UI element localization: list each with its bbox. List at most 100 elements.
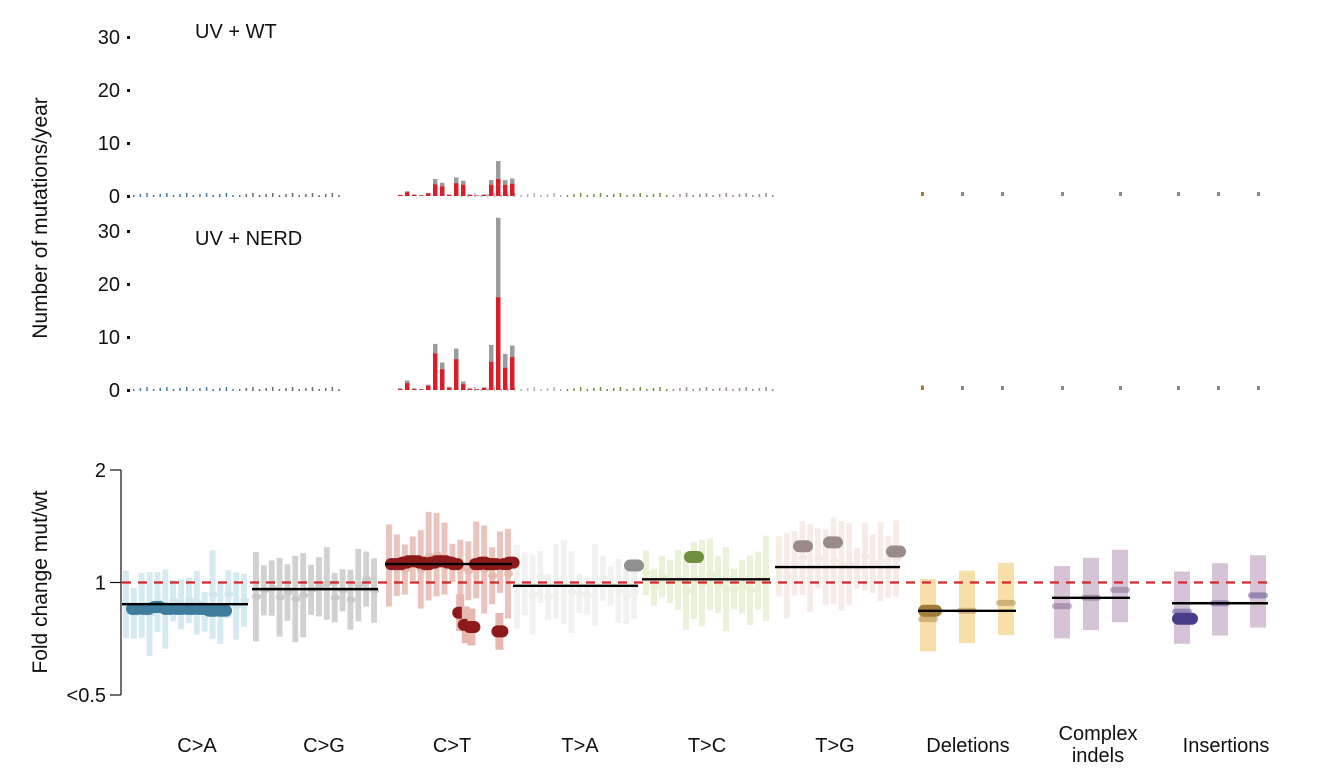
context-point	[583, 592, 593, 599]
middle-tick-mark	[127, 283, 130, 286]
top-context-bar	[480, 195, 483, 197]
top-context-bar	[652, 194, 655, 197]
top-context-bar	[493, 193, 496, 197]
middle-context-bar	[725, 387, 728, 391]
middle-indel-bar	[1119, 386, 1122, 390]
top-ct-bar-red	[475, 195, 480, 196]
top-panel-title: UV + WT	[195, 21, 277, 43]
middle-context-bar	[659, 387, 661, 391]
top-context-bar	[745, 193, 747, 197]
middle-context-bar	[765, 387, 767, 391]
top-context-bar	[258, 195, 261, 197]
indel-point	[996, 599, 1016, 606]
middle-context-bar	[632, 388, 635, 391]
bottom-tick-label: <0.5	[67, 685, 106, 707]
bottom-y-axis-title: Fold change mut/wt	[29, 490, 52, 673]
indel-point	[1052, 603, 1072, 610]
middle-ct-bar-red	[426, 385, 431, 390]
context-point	[544, 593, 554, 600]
middle-context-bar	[533, 387, 536, 391]
top-context-bar	[212, 195, 214, 197]
top-context-bar	[139, 194, 142, 197]
middle-context-bar	[613, 388, 615, 391]
middle-context-bar	[699, 388, 701, 391]
context-point	[845, 560, 855, 567]
top-context-bar	[331, 193, 334, 197]
middle-context-bar	[771, 389, 774, 391]
top-context-bar	[672, 195, 675, 197]
middle-context-bar	[679, 388, 681, 391]
context-point	[322, 580, 332, 587]
context-point	[464, 567, 474, 574]
context-point	[362, 576, 372, 583]
middle-context-bar	[586, 389, 589, 391]
top-y-axis-title: Number of mutations/year	[29, 97, 52, 339]
category-label: C>G	[303, 735, 345, 757]
middle-context-bar	[291, 387, 294, 391]
top-context-bar	[324, 194, 327, 197]
middle-indel-bar	[921, 385, 924, 390]
top-indel-bar	[1061, 192, 1064, 196]
top-ct-bar-red	[405, 192, 410, 196]
middle-context-bar	[540, 389, 542, 391]
top-context-bar	[245, 194, 248, 197]
middle-context-bar	[705, 387, 708, 391]
indel-range-bar	[1174, 571, 1190, 644]
top-context-bar	[185, 193, 188, 197]
top-context-bar	[613, 194, 615, 197]
top-context-bar	[500, 195, 502, 197]
middle-context-bar	[526, 388, 529, 391]
indel-range-bar	[998, 562, 1014, 636]
top-context-bar	[718, 194, 721, 197]
context-point	[488, 572, 498, 579]
top-context-bar	[765, 193, 767, 197]
tg-highlight-point	[886, 545, 906, 558]
top-context-bar	[159, 194, 161, 197]
indel-point	[918, 616, 938, 623]
middle-panel-title: UV + NERD	[195, 228, 302, 250]
middle-context-bar	[232, 389, 234, 391]
middle-context-bar	[553, 387, 555, 391]
category-label: T>A	[561, 735, 599, 757]
top-context-bar	[520, 195, 522, 197]
middle-context-bar	[606, 389, 608, 391]
ta-highlight-point	[624, 559, 644, 572]
context-point	[790, 560, 800, 567]
context-point	[224, 591, 234, 598]
context-point	[782, 572, 792, 579]
top-context-bar	[272, 193, 274, 197]
top-context-bar	[699, 194, 701, 197]
top-ct-bar-red	[398, 194, 403, 196]
context-point	[746, 587, 755, 594]
top-indel-bar	[1001, 192, 1004, 196]
top-context-bar	[172, 195, 175, 197]
indel-point	[1110, 586, 1130, 593]
context-point	[598, 575, 608, 582]
indel-range-bar	[1054, 566, 1070, 639]
middle-context-bar	[278, 389, 281, 391]
middle-context-bar	[758, 388, 761, 391]
top-panel-wt: UV + WT 0 10 20 30	[98, 21, 1260, 208]
middle-context-bar	[626, 389, 628, 391]
middle-context-bar	[692, 389, 694, 391]
middle-ct-bar-red	[440, 369, 445, 390]
context-point	[630, 589, 639, 596]
top-context-bar	[305, 194, 307, 197]
bottom-tick-label: 1	[95, 573, 106, 595]
top-context-bar	[639, 193, 641, 197]
top-tick-label: 30	[98, 27, 120, 49]
ct-highlight-point	[491, 625, 509, 638]
middle-context-bar	[331, 387, 334, 391]
top-tick-label: 0	[109, 186, 120, 208]
top-context-bar	[225, 193, 228, 197]
context-point	[291, 595, 301, 602]
top-context-bar	[166, 193, 168, 197]
middle-context-bar	[560, 389, 562, 391]
middle-ct-bar-red	[482, 387, 487, 390]
middle-context-bar	[685, 387, 688, 391]
top-context-bar	[599, 193, 602, 197]
middle-tick-label: 10	[98, 327, 120, 349]
top-context-bar	[619, 193, 622, 197]
top-bars	[133, 161, 1260, 197]
middle-context-bar	[205, 387, 208, 391]
